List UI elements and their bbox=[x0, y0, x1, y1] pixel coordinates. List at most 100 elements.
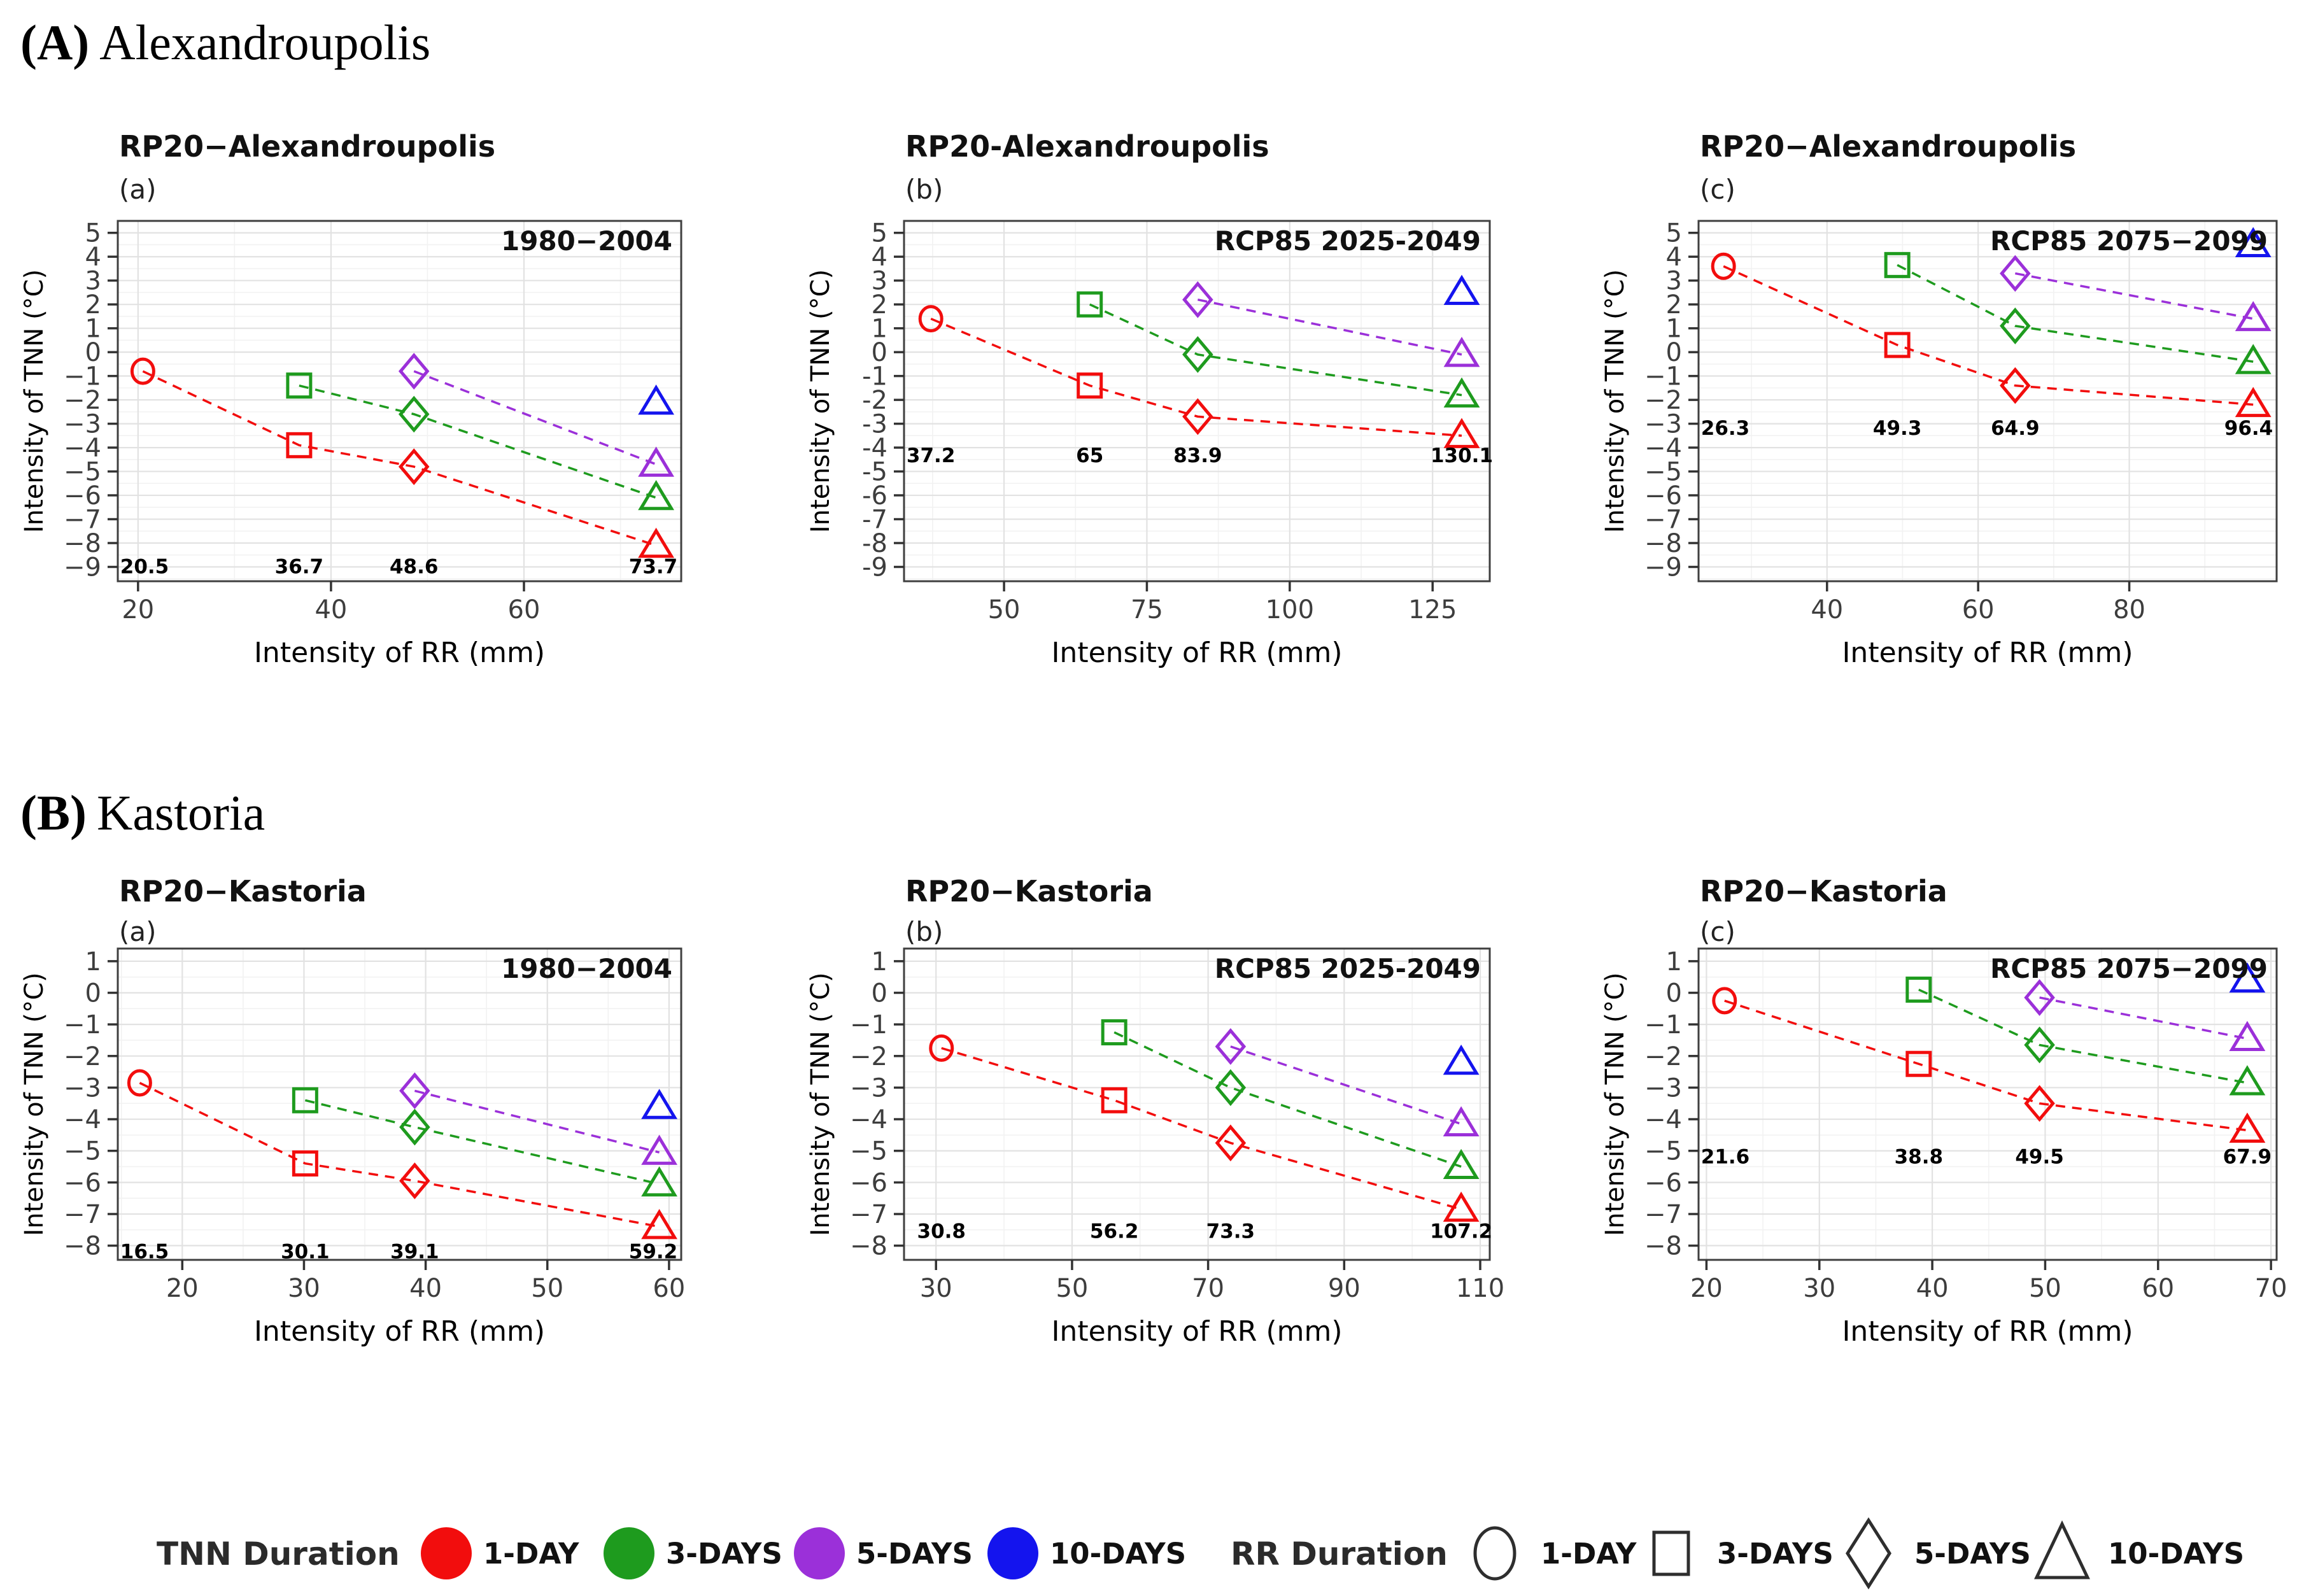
x-tick-label: 60 bbox=[1962, 595, 1995, 625]
y-axis-title: Intensity of TNN (°C) bbox=[1601, 972, 1630, 1236]
panel-label: (c) bbox=[1700, 174, 1735, 205]
x-tick-label: 40 bbox=[1916, 1274, 1949, 1303]
y-tick-label: −1 bbox=[850, 1010, 887, 1040]
x-tick-label: 50 bbox=[1056, 1274, 1088, 1303]
marker-circle-icon bbox=[918, 305, 944, 333]
marker-circle-icon bbox=[1711, 252, 1736, 280]
panel-border bbox=[903, 220, 1491, 583]
panel-background bbox=[1699, 949, 2277, 1260]
series-red-1-DAY bbox=[918, 305, 1480, 448]
series-green-3-DAYS bbox=[1077, 291, 1480, 408]
y-tick-label: 3 bbox=[872, 267, 887, 296]
y-tick-label: −4 bbox=[64, 1105, 101, 1134]
marker-square-icon bbox=[1905, 1050, 1932, 1077]
chart-B-a: 10−1−2−3−4 −5−6 −7 −8 20 30 40 50 60 16.5 30.1 39.1… bbox=[20, 874, 685, 1348]
series-line bbox=[1723, 265, 2254, 406]
tnn-legend-swatch-blue-icon bbox=[987, 1527, 1038, 1579]
gridlines-minor bbox=[118, 949, 681, 1260]
marker-diamond-icon bbox=[2000, 367, 2031, 404]
marker-triangle-icon bbox=[641, 1134, 678, 1165]
marker-triangle-icon bbox=[641, 1209, 678, 1239]
panel-background bbox=[118, 949, 681, 1260]
x-tick-label: 60 bbox=[508, 595, 541, 625]
series-purple-5-DAYS bbox=[398, 353, 675, 477]
y-tick-label: −2 bbox=[1644, 1042, 1682, 1071]
y-tick-label: −2 bbox=[1644, 386, 1682, 415]
y-tick-label: −3 bbox=[1644, 1073, 1682, 1103]
series-line bbox=[2014, 272, 2254, 320]
marker-triangle-icon bbox=[638, 446, 675, 477]
y-tick-label: 0 bbox=[85, 979, 101, 1008]
y-tick-label: −6 bbox=[1644, 1168, 1682, 1197]
y-tick-label: 0 bbox=[872, 979, 887, 1008]
marker-diamond-icon bbox=[399, 1108, 430, 1146]
x-value-label: 36.7 bbox=[275, 556, 324, 579]
series-line bbox=[1197, 298, 1462, 356]
series-line bbox=[304, 1099, 660, 1185]
y-tick-label: 0 bbox=[85, 338, 101, 367]
x-value-label: 73.7 bbox=[629, 556, 678, 579]
x-tick-label: 70 bbox=[1192, 1274, 1224, 1303]
marker-triangle-icon bbox=[638, 385, 675, 415]
y-tick-label: 4 bbox=[85, 243, 101, 272]
series-line bbox=[1897, 264, 2254, 363]
chart-title: RP20−Kastoria bbox=[1700, 874, 1947, 908]
marker-diamond-icon bbox=[1215, 1028, 1247, 1065]
y-tick-label: −8 bbox=[1644, 1232, 1682, 1261]
marker-triangle-icon bbox=[1443, 274, 1480, 305]
x-tick-label: 40 bbox=[1811, 595, 1843, 625]
series-red-1-DAY bbox=[1711, 252, 2272, 418]
axis-ticks: 10−1−2−3−4 −5−6 −7 −8 20 30 40 50 60 70 bbox=[1644, 947, 2287, 1303]
panel-label: (b) bbox=[905, 174, 943, 205]
marker-diamond-icon bbox=[2024, 1026, 2055, 1064]
y-tick-label: 1 bbox=[85, 947, 101, 977]
tnn-legend-label: 1-DAY bbox=[483, 1537, 580, 1571]
marker-triangle-icon bbox=[1443, 1106, 1480, 1137]
section-a-name: Alexandroupolis bbox=[99, 15, 431, 70]
x-value-labels: 21.6 38.8 49.5 67.9 bbox=[1701, 1146, 2272, 1169]
x-tick-label: 70 bbox=[2255, 1274, 2287, 1303]
series-blue-10-DAYS bbox=[1443, 274, 1480, 305]
period-label: RCP85 2025-2049 bbox=[1215, 225, 1481, 257]
period-label: 1980−2004 bbox=[501, 953, 672, 984]
series-line bbox=[142, 370, 657, 547]
series-blue-10-DAYS bbox=[638, 385, 675, 415]
x-tick-label: 80 bbox=[2113, 595, 2145, 625]
y-axis-title: Intensity of TNN (°C) bbox=[20, 269, 49, 533]
marker-triangle-icon bbox=[1443, 1148, 1480, 1180]
y-tick-label: 1 bbox=[1666, 314, 1682, 344]
series-red-1-DAY bbox=[1712, 987, 2266, 1143]
x-value-label: 107.2 bbox=[1430, 1220, 1492, 1243]
y-axis-title: Intensity of TNN (°C) bbox=[20, 972, 49, 1236]
y-tick-label: −5 bbox=[850, 1137, 887, 1166]
series-blue-10-DAYS bbox=[1443, 1044, 1480, 1075]
panel-label: (c) bbox=[1700, 916, 1735, 947]
x-value-label: 39.1 bbox=[390, 1241, 439, 1264]
marker-diamond-icon bbox=[1182, 281, 1213, 318]
series-blue-10-DAYS bbox=[2235, 227, 2272, 257]
x-value-label: 49.5 bbox=[2015, 1146, 2064, 1169]
x-axis-title: Intensity of RR (mm) bbox=[1842, 637, 2133, 669]
marker-diamond-icon bbox=[398, 448, 430, 485]
y-tick-label: −3 bbox=[1644, 410, 1682, 439]
y-tick-label: 4 bbox=[1666, 243, 1682, 272]
series-purple-5-DAYS bbox=[1215, 1028, 1480, 1137]
marker-circle-icon bbox=[130, 357, 155, 385]
marker-triangle-icon bbox=[638, 527, 675, 558]
y-tick-label: 1 bbox=[872, 947, 887, 977]
panel-label: (b) bbox=[905, 916, 943, 947]
chart-B-b: 10−1−2−3−4 −5−6 −7 −8 30 50 70 90 110 30.8 56.2 73.… bbox=[806, 874, 1504, 1348]
marker-diamond-icon bbox=[2000, 307, 2031, 344]
y-tick-label: 2 bbox=[1666, 290, 1682, 320]
marker-triangle-icon bbox=[1443, 1044, 1480, 1075]
marker-square-icon bbox=[292, 1087, 318, 1113]
y-axis-title: Intensity of TNN (°C) bbox=[806, 269, 835, 533]
gridlines-major bbox=[904, 949, 1490, 1260]
y-tick-label: −4 bbox=[850, 1105, 887, 1134]
marker-square-icon bbox=[1077, 291, 1103, 318]
x-value-label: 30.1 bbox=[281, 1241, 330, 1264]
y-tick-label: −8 bbox=[64, 1232, 101, 1261]
marker-circle-icon bbox=[929, 1034, 954, 1062]
